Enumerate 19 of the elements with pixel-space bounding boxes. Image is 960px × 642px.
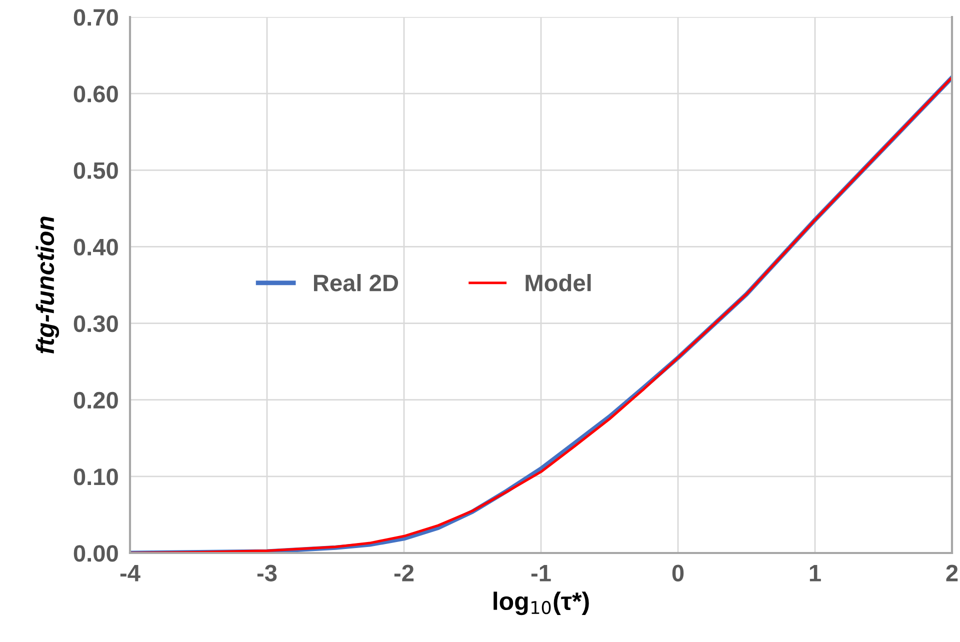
y-tick-label: 0.30 <box>74 315 118 332</box>
y-tick-label: 0.20 <box>74 392 118 409</box>
y-tick-label: 0.50 <box>74 162 118 179</box>
y-tick-label: 0.00 <box>74 545 118 562</box>
y-tick-label: 0.70 <box>74 9 118 26</box>
x-tick-label: -1 <box>531 564 551 582</box>
x-tick-label: 2 <box>946 564 958 582</box>
y-axis-title: ftg-function <box>36 216 60 354</box>
x-axis-title: log$_{10}$(τ*) <box>494 592 589 616</box>
x-tick-label: 1 <box>810 564 821 582</box>
y-tick-label: 0.40 <box>74 238 118 256</box>
x-tick-label: -4 <box>120 564 140 582</box>
legend-label: Model <box>526 274 591 292</box>
x-tick-label: 0 <box>672 564 684 582</box>
x-tick-label: -2 <box>394 564 414 582</box>
y-tick-label: 0.60 <box>74 86 118 102</box>
legend-label: Real 2D <box>314 274 398 292</box>
x-tick-label: -3 <box>257 564 277 582</box>
y-tick-label: 0.10 <box>74 468 118 486</box>
